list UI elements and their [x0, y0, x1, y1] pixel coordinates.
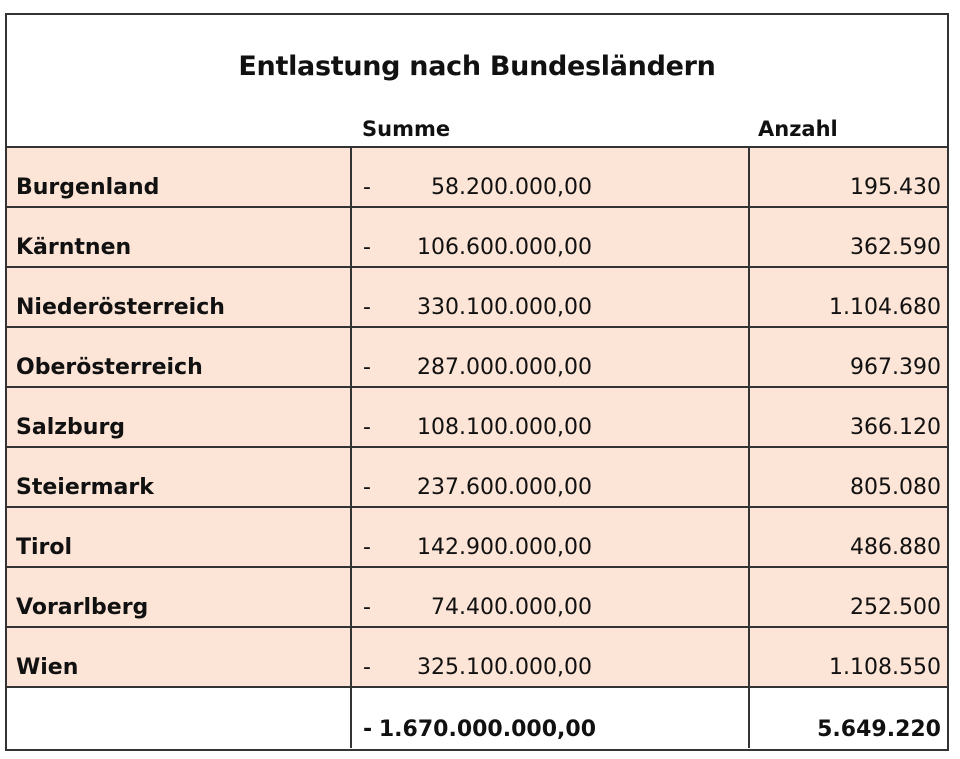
column-header-summe: Summe — [362, 117, 451, 141]
cell-bundesland[interactable]: Oberösterreich — [7, 328, 350, 386]
table-row: Oberösterreich - 287.000.000,00 967.390 — [7, 326, 947, 386]
summe-value: 58.200.000,00 — [431, 175, 592, 200]
summe-value: 330.100.000,00 — [417, 295, 592, 320]
cell-anzahl[interactable]: 805.080 — [748, 448, 947, 506]
sign: - — [363, 355, 371, 380]
table-row: Vorarlberg - 74.400.000,00 252.500 — [7, 566, 947, 626]
bundesland-label: Niederösterreich — [16, 295, 225, 320]
bundesland-label: Oberösterreich — [16, 355, 203, 380]
summe-value: 108.100.000,00 — [417, 415, 592, 440]
anzahl-value: 805.080 — [850, 475, 941, 500]
cell-bundesland[interactable]: Burgenland — [7, 148, 350, 206]
cell-bundesland[interactable]: Steiermark — [7, 448, 350, 506]
cell-anzahl[interactable]: 252.500 — [748, 568, 947, 626]
table-row: Wien - 325.100.000,00 1.108.550 — [7, 626, 947, 686]
bundesland-label: Steiermark — [16, 475, 154, 500]
sign: - — [363, 535, 371, 560]
summe-value: 287.000.000,00 — [417, 355, 592, 380]
anzahl-value: 1.108.550 — [829, 655, 941, 680]
cell-summe[interactable]: - 106.600.000,00 — [350, 208, 748, 266]
cell-anzahl[interactable]: 967.390 — [748, 328, 947, 386]
cell-total-summe[interactable]: -1.670.000.000,00 — [350, 688, 748, 748]
cell-anzahl[interactable]: 366.120 — [748, 388, 947, 446]
cell-anzahl[interactable]: 1.104.680 — [748, 268, 947, 326]
cell-summe[interactable]: - 325.100.000,00 — [350, 628, 748, 686]
cell-bundesland[interactable]: Niederösterreich — [7, 268, 350, 326]
sign: - — [363, 175, 371, 200]
cell-bundesland[interactable]: Salzburg — [7, 388, 350, 446]
summe-value: 74.400.000,00 — [431, 595, 592, 620]
anzahl-value: 362.590 — [850, 235, 941, 260]
anzahl-value: 252.500 — [850, 595, 941, 620]
bundesland-label: Vorarlberg — [16, 595, 149, 620]
sign: - — [363, 295, 371, 320]
cell-summe[interactable]: - 108.100.000,00 — [350, 388, 748, 446]
column-header-anzahl: Anzahl — [758, 117, 838, 141]
sign: - — [363, 235, 371, 260]
table-row: Salzburg - 108.100.000,00 366.120 — [7, 386, 947, 446]
bundesland-label: Kärntnen — [16, 235, 132, 260]
anzahl-value: 486.880 — [850, 535, 941, 560]
summe-value: 325.100.000,00 — [417, 655, 592, 680]
cell-bundesland[interactable]: Tirol — [7, 508, 350, 566]
cell-summe[interactable]: - 237.600.000,00 — [350, 448, 748, 506]
summe-value: 142.900.000,00 — [417, 535, 592, 560]
bundesland-label: Burgenland — [16, 175, 160, 200]
spreadsheet-table: Entlastung nach Bundesländern Summe Anza… — [5, 13, 949, 751]
cell-bundesland[interactable]: Vorarlberg — [7, 568, 350, 626]
sign: - — [363, 475, 371, 500]
cell-total-label[interactable] — [7, 688, 350, 748]
cell-summe[interactable]: - 287.000.000,00 — [350, 328, 748, 386]
anzahl-value: 366.120 — [850, 415, 941, 440]
cell-bundesland[interactable]: Kärntnen — [7, 208, 350, 266]
summe-value: 106.600.000,00 — [417, 235, 592, 260]
bundesland-label: Wien — [16, 655, 79, 680]
cell-summe[interactable]: - 330.100.000,00 — [350, 268, 748, 326]
sign: - — [363, 717, 373, 742]
cell-total-anzahl[interactable]: 5.649.220 — [748, 688, 947, 748]
cell-bundesland[interactable]: Wien — [7, 628, 350, 686]
sign: - — [363, 595, 371, 620]
cell-anzahl[interactable]: 486.880 — [748, 508, 947, 566]
cell-summe[interactable]: - 74.400.000,00 — [350, 568, 748, 626]
table-row: Niederösterreich - 330.100.000,00 1.104.6… — [7, 266, 947, 326]
anzahl-value: 1.104.680 — [829, 295, 941, 320]
table-row: Tirol - 142.900.000,00 486.880 — [7, 506, 947, 566]
cell-summe[interactable]: - 142.900.000,00 — [350, 508, 748, 566]
table-row: Burgenland - 58.200.000,00 195.430 — [7, 146, 947, 206]
total-anzahl-value: 5.649.220 — [817, 717, 941, 742]
cell-anzahl[interactable]: 1.108.550 — [748, 628, 947, 686]
table-title: Entlastung nach Bundesländern — [238, 51, 716, 82]
sign: - — [363, 415, 371, 440]
table-row: Steiermark - 237.600.000,00 805.080 — [7, 446, 947, 506]
anzahl-value: 195.430 — [850, 175, 941, 200]
table-body: Burgenland - 58.200.000,00 195.430 Kärntn… — [7, 146, 947, 748]
total-summe-value: 1.670.000.000,00 — [378, 717, 596, 742]
cell-anzahl[interactable]: 195.430 — [748, 148, 947, 206]
cell-summe[interactable]: - 58.200.000,00 — [350, 148, 748, 206]
summe-value: 237.600.000,00 — [417, 475, 592, 500]
table-row: Kärntnen - 106.600.000,00 362.590 — [7, 206, 947, 266]
anzahl-value: 967.390 — [850, 355, 941, 380]
total-row: -1.670.000.000,00 5.649.220 — [7, 686, 947, 748]
cell-anzahl[interactable]: 362.590 — [748, 208, 947, 266]
sign: - — [363, 655, 371, 680]
bundesland-label: Tirol — [16, 535, 73, 560]
bundesland-label: Salzburg — [16, 415, 126, 440]
